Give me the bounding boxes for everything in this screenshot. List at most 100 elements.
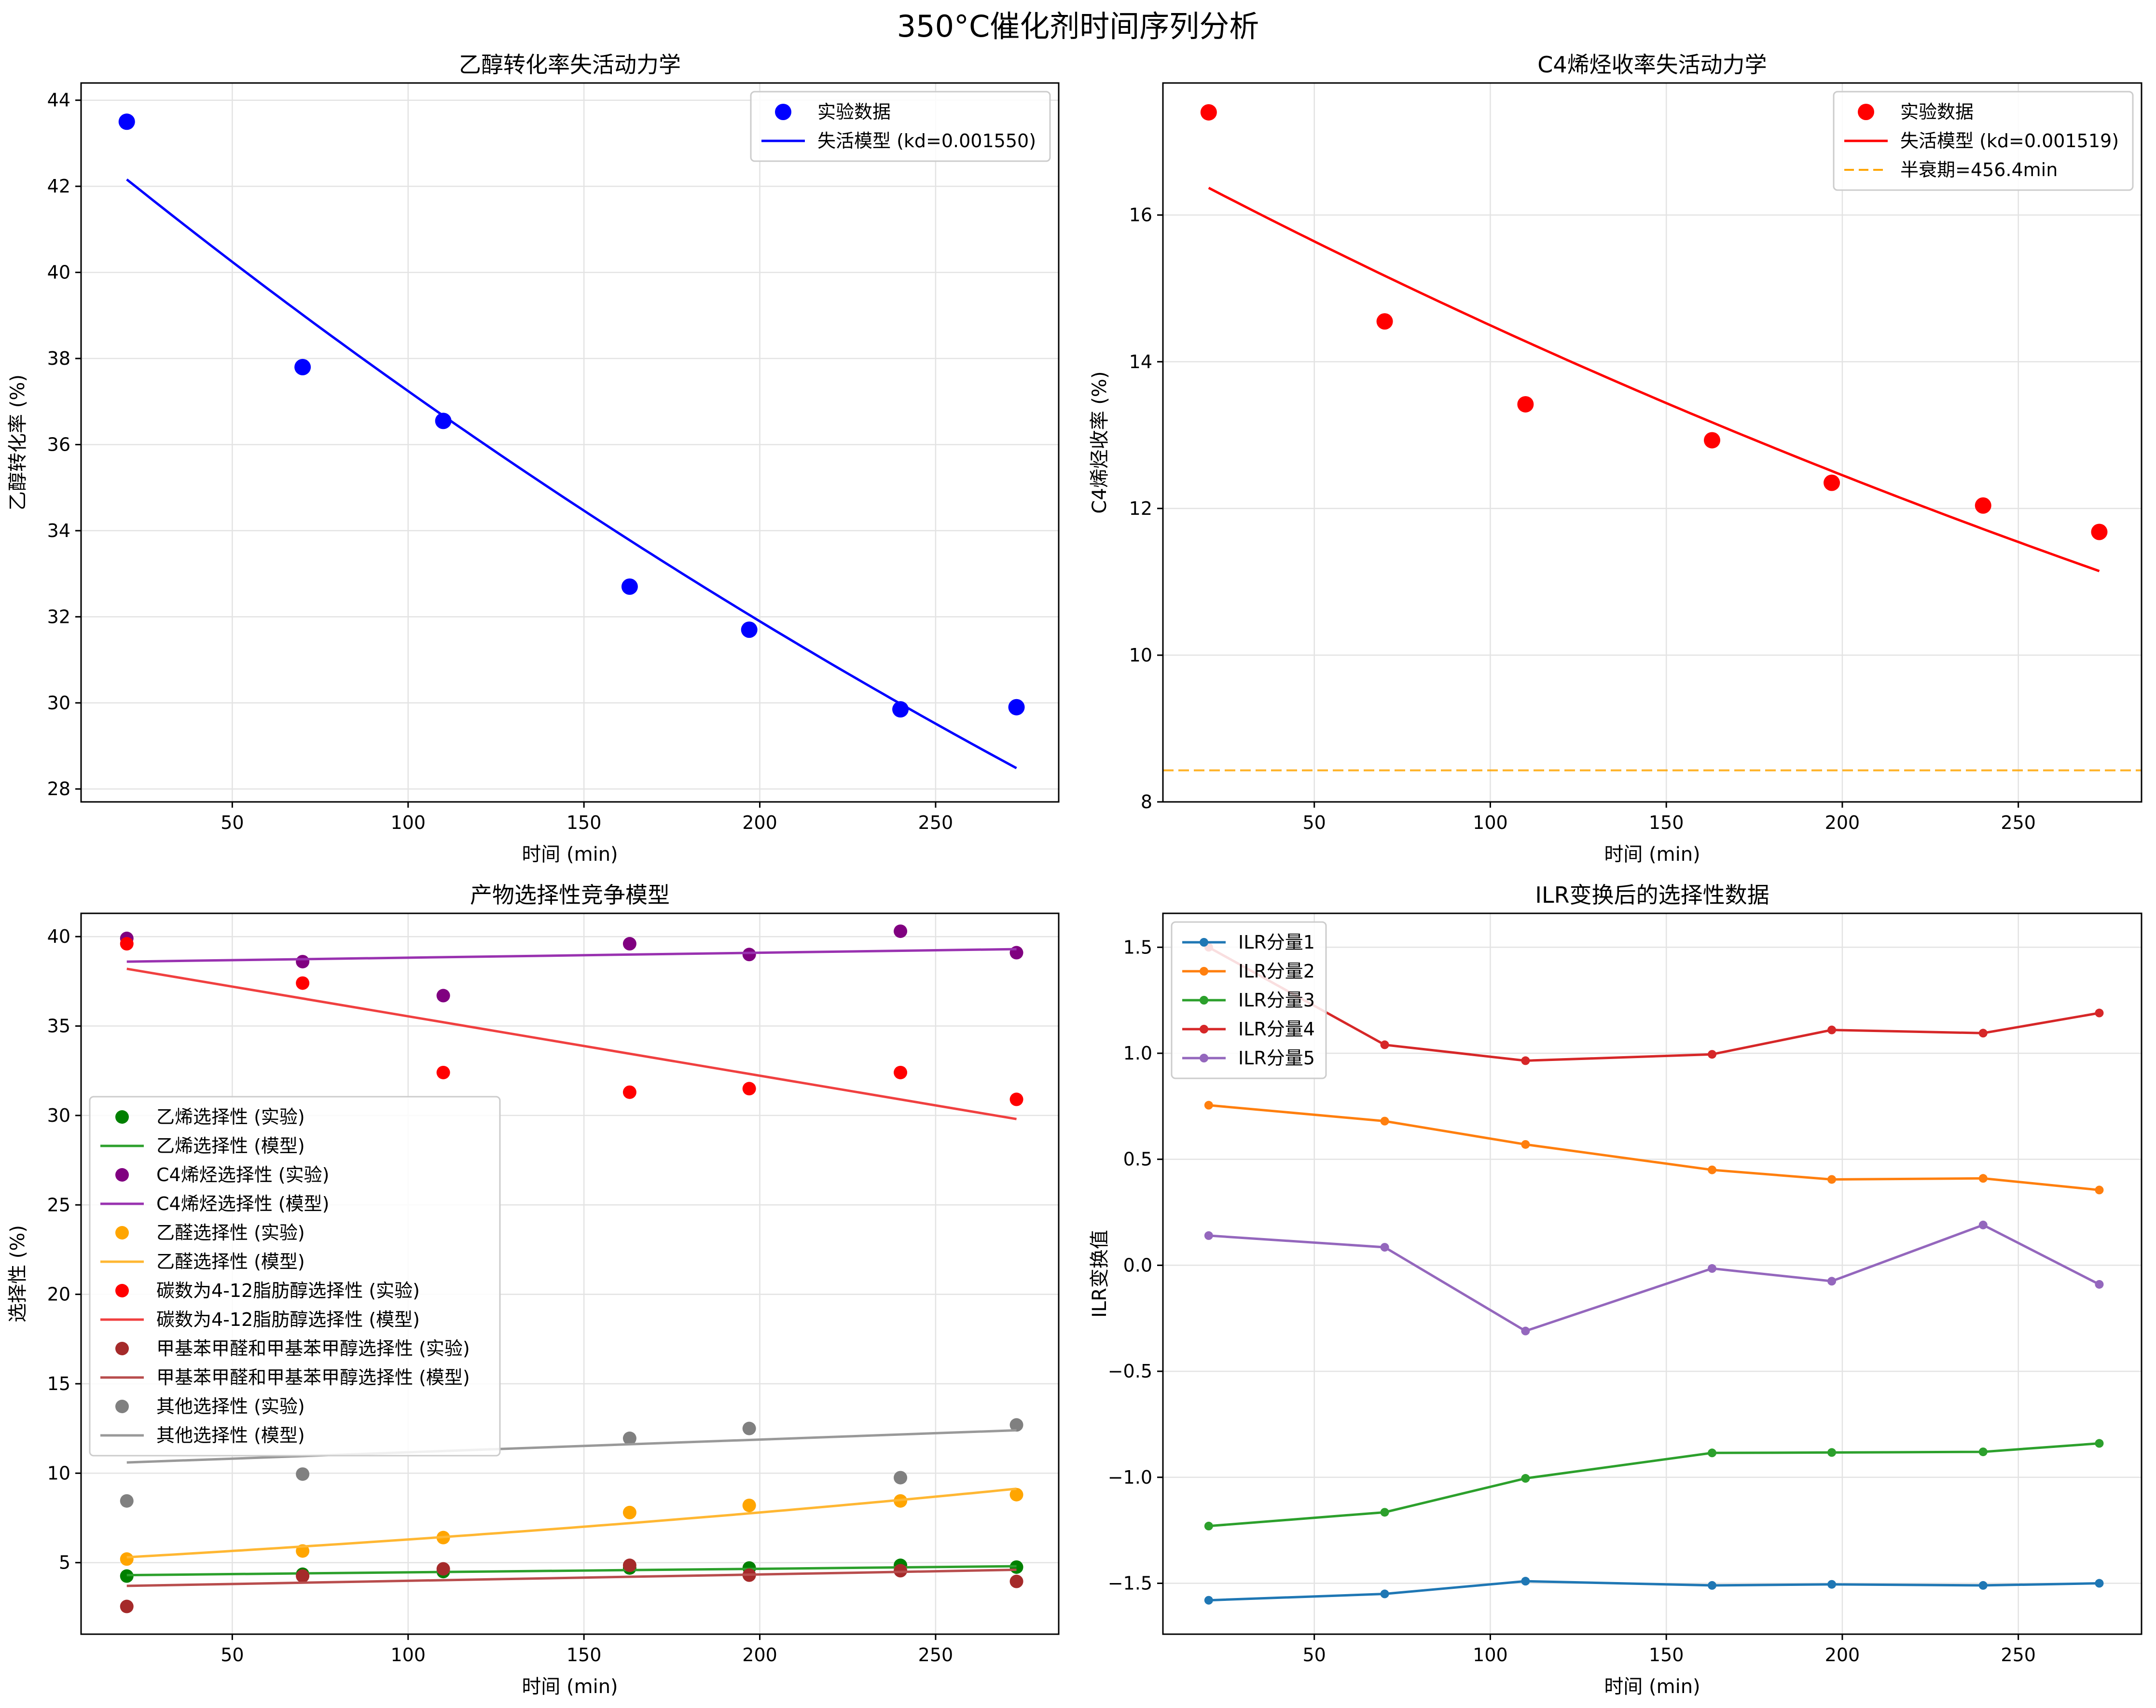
data-point — [622, 1085, 636, 1099]
y-axis-label: ILR变换值 — [1089, 1230, 1111, 1318]
data-point — [294, 358, 311, 375]
plot-frame — [80, 912, 1060, 1635]
legend-label: ILR分量4 — [1238, 1019, 1315, 1040]
series-1 — [126, 178, 1017, 770]
data-point — [1978, 1581, 1988, 1590]
legend-marker — [1200, 967, 1208, 976]
data-point — [436, 989, 450, 1003]
data-point — [296, 1467, 310, 1481]
data-point — [1521, 1140, 1530, 1149]
y-tick-label: 35 — [47, 1016, 70, 1037]
plot-frame — [1162, 82, 2142, 803]
y-tick-label: 10 — [47, 1462, 70, 1484]
legend-label: ILR分量3 — [1238, 990, 1315, 1011]
y-axis-label: 乙醇转化率 (%) — [7, 374, 29, 510]
data-point — [1008, 699, 1025, 716]
data-point — [1827, 1175, 1837, 1184]
y-tick-label: 34 — [47, 520, 70, 541]
x-tick-label: 100 — [1473, 1644, 1508, 1666]
legend-marker — [1200, 1025, 1208, 1033]
y-tick-label: 16 — [1129, 205, 1152, 226]
data-point — [2095, 1579, 2104, 1588]
data-point — [742, 1421, 756, 1435]
legend-marker — [1200, 938, 1208, 947]
legend-item: 乙醛选择性 (实验) — [115, 1222, 305, 1243]
series-1 — [126, 1565, 1017, 1577]
data-point — [622, 1558, 636, 1572]
legend-label: 乙烯选择性 (模型) — [156, 1135, 305, 1157]
data-point — [1708, 1448, 1717, 1458]
data-point — [1827, 1448, 1837, 1457]
legend-box — [89, 1096, 501, 1457]
data-point — [2095, 1185, 2104, 1195]
data-point — [436, 1562, 450, 1576]
legend-marker — [775, 104, 791, 120]
y-tick-label: 15 — [47, 1373, 70, 1394]
y-tick-label: 1.5 — [1123, 937, 1152, 958]
legend-item: ILR分量2 — [1182, 961, 1315, 982]
x-tick-label: 50 — [1303, 1644, 1326, 1666]
legend: ILR分量1 ILR分量2 ILR分量3 ILR分量4 ILR分量5 — [1171, 921, 1327, 1079]
legend-label: 乙醛选择性 (实验) — [156, 1222, 305, 1243]
x-axis-label: 时间 (min) — [522, 1676, 618, 1698]
data-point — [435, 413, 452, 429]
plot-area — [120, 924, 1023, 1613]
model-curve — [126, 1488, 1017, 1559]
x-axis-label: 时间 (min) — [522, 843, 618, 866]
series-4 — [1204, 1220, 2104, 1336]
data-point — [1827, 1277, 1837, 1286]
data-point — [1827, 1580, 1837, 1589]
x-tick-label: 100 — [1473, 812, 1508, 833]
plot-area — [118, 113, 1025, 770]
legend-label: 甲基苯甲醛和甲基苯甲醇选择性 (实验) — [156, 1338, 470, 1359]
plot-frame — [80, 82, 1060, 803]
legend-item: 碳数为4-12脂肪醇选择性 (实验) — [115, 1280, 420, 1301]
series-0 — [1204, 1577, 2104, 1605]
model-line — [126, 1569, 1017, 1587]
series-6 — [120, 937, 1023, 1106]
model-curve — [1208, 187, 2100, 572]
x-tick-label: 50 — [1303, 812, 1326, 833]
data-point — [1521, 1056, 1530, 1065]
data-point — [622, 937, 636, 951]
y-tick-label: 1.0 — [1123, 1043, 1152, 1064]
x-tick-label: 200 — [742, 812, 777, 833]
y-tick-label: 40 — [47, 926, 70, 947]
data-point — [2095, 1008, 2104, 1018]
legend-label: C4烯烃选择性 (实验) — [156, 1164, 329, 1185]
data-point — [2091, 523, 2108, 540]
data-point — [894, 1065, 908, 1079]
x-tick-label: 50 — [221, 812, 244, 833]
legend-label: 其他选择性 (模型) — [156, 1425, 305, 1446]
x-tick-label: 250 — [918, 812, 954, 833]
data-point — [1204, 1521, 1213, 1530]
data-point — [2095, 1280, 2104, 1289]
data-point — [1200, 104, 1217, 121]
data-point — [1708, 1264, 1717, 1273]
legend-marker — [115, 1168, 129, 1182]
series-3 — [1204, 943, 2104, 1065]
legend-item: ILR分量3 — [1182, 990, 1315, 1011]
legend-item: 半衰期=456.4min — [1844, 159, 2058, 180]
x-tick-label: 250 — [2001, 1644, 2036, 1666]
data-point — [1009, 1574, 1023, 1588]
data-point — [622, 1432, 636, 1446]
data-point — [1380, 1508, 1389, 1517]
legend-item: 甲基苯甲醛和甲基苯甲醇选择性 (实验) — [115, 1338, 470, 1359]
data-point — [120, 1599, 134, 1613]
y-tick-label: 0.5 — [1123, 1149, 1152, 1170]
legend-label: 实验数据 — [1900, 101, 1974, 123]
legend-item: 实验数据 — [775, 101, 891, 123]
legend: 乙烯选择性 (实验) 乙烯选择性 (模型) C4烯烃选择性 (实验) C4烯烃选择性 … — [89, 1096, 501, 1457]
data-point — [120, 937, 134, 951]
legend-item: ILR分量4 — [1182, 1019, 1315, 1040]
x-tick-label: 150 — [1649, 812, 1684, 833]
y-tick-label: 12 — [1129, 498, 1152, 519]
y-tick-label: 20 — [47, 1284, 70, 1305]
legend-marker — [1200, 1054, 1208, 1062]
legend-item: 甲基苯甲醛和甲基苯甲醇选择性 (模型) — [100, 1367, 470, 1388]
legend-label: C4烯烃选择性 (模型) — [156, 1193, 329, 1214]
